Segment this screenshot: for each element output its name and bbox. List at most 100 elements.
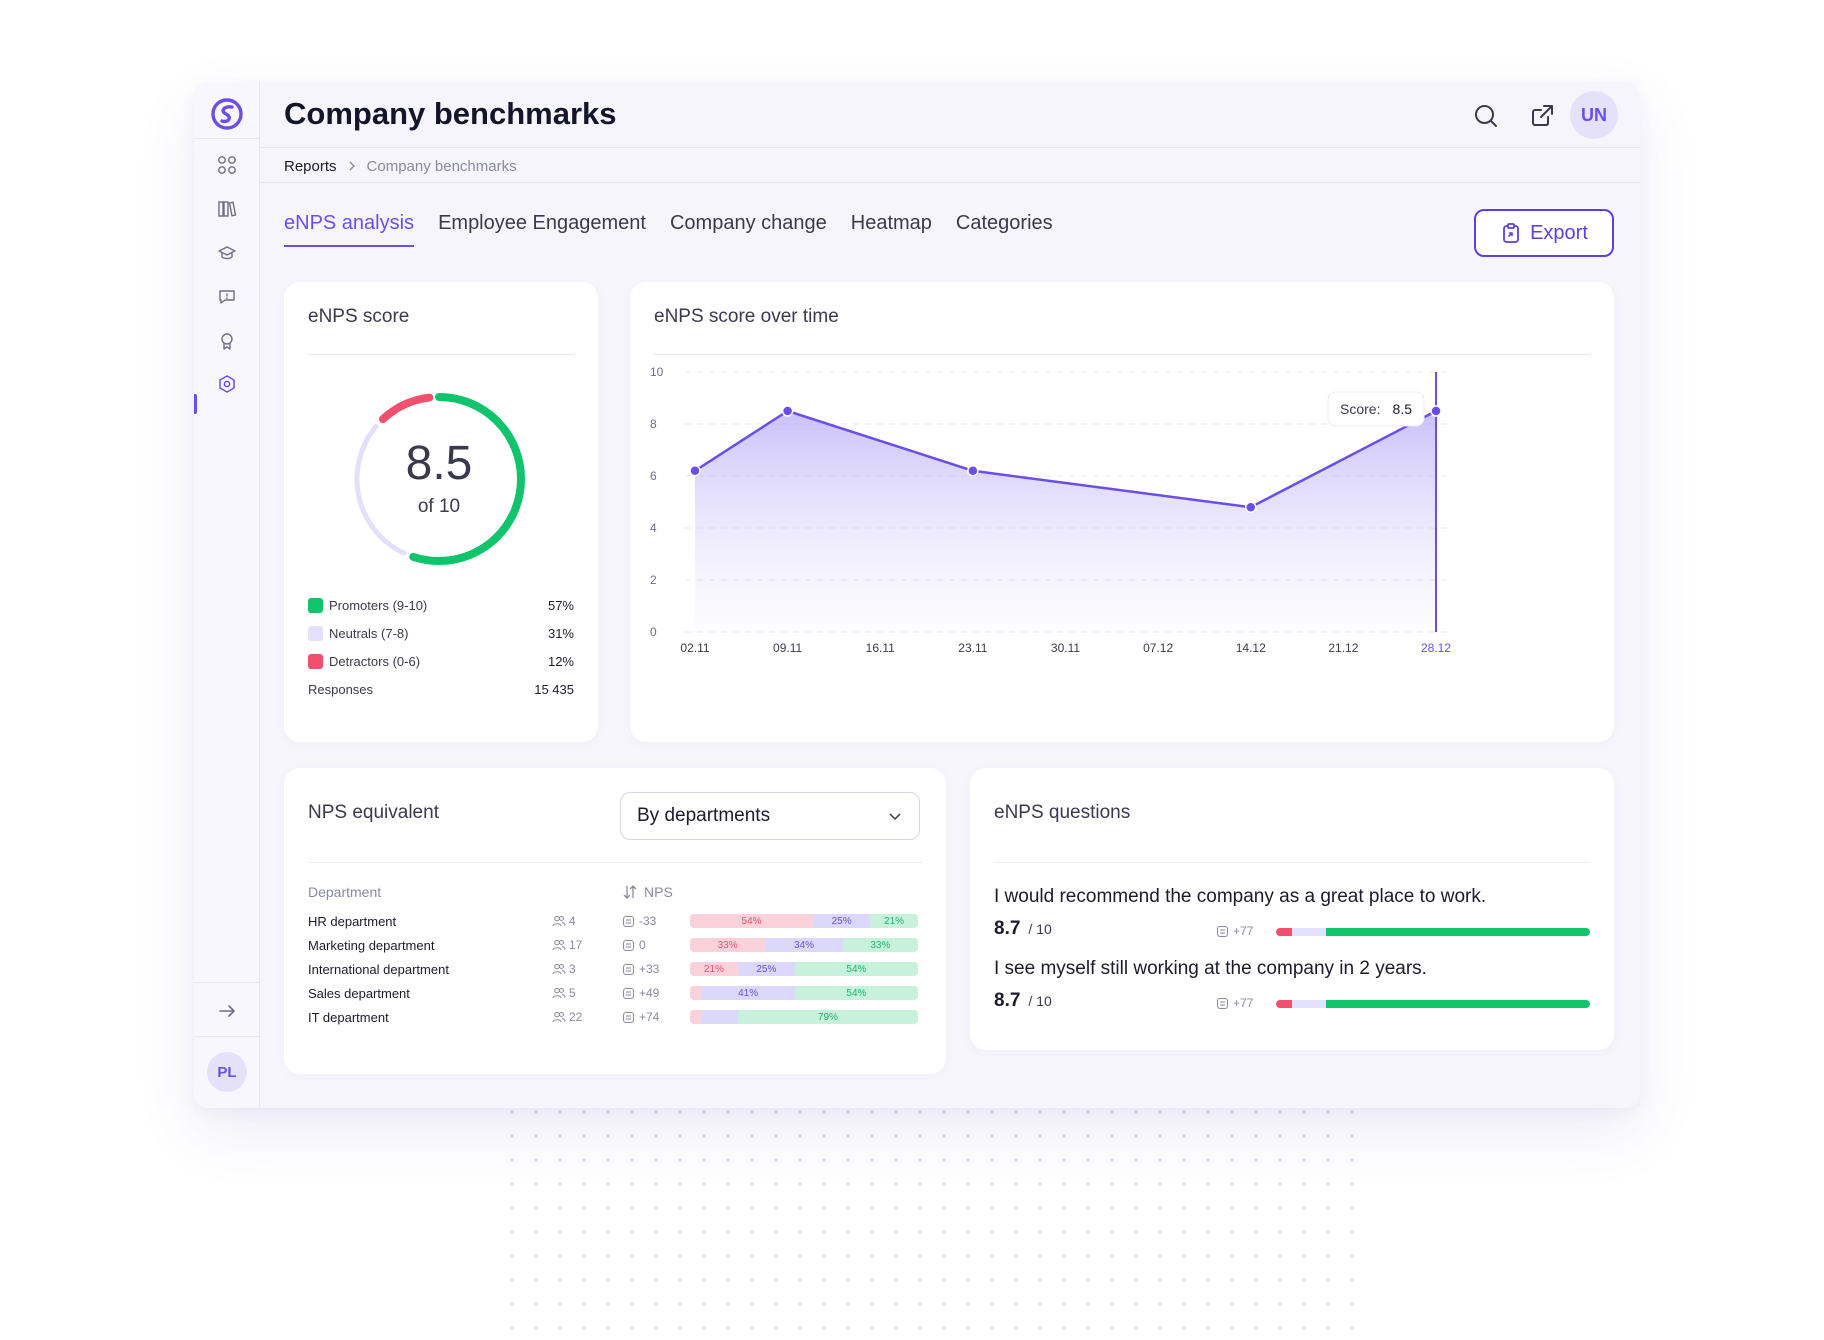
legend-neutrals: Neutrals (7-8) 31% xyxy=(308,624,574,642)
nps-value: +49 xyxy=(639,986,660,1000)
department-headcount: 3 xyxy=(552,962,576,976)
tab-employee-engagement[interactable]: Employee Engagement xyxy=(438,212,646,234)
tab-categories[interactable]: Categories xyxy=(955,212,1053,234)
sidebar-item-dashboard[interactable] xyxy=(216,154,238,176)
share-external-icon[interactable] xyxy=(1528,102,1556,130)
nps-value: +74 xyxy=(639,1010,660,1024)
breadcrumb-root-link[interactable]: Reports xyxy=(284,157,337,175)
settings-hexagon-icon xyxy=(219,375,235,393)
export-button-label: Export xyxy=(1530,221,1588,244)
people-icon xyxy=(552,963,566,975)
enps-score-title: eNPS score xyxy=(308,306,410,327)
promoters-segment: 79% xyxy=(737,1010,918,1024)
app-logo-icon[interactable] xyxy=(210,97,244,131)
user-avatar[interactable]: UN xyxy=(1570,91,1618,139)
sidebar-item-feedback[interactable] xyxy=(216,286,238,308)
nps-equivalent-title: NPS equivalent xyxy=(308,802,439,823)
sidebar-user-avatar[interactable]: PL xyxy=(207,1052,247,1092)
score-tooltip: Score: 8.5 xyxy=(1327,391,1425,427)
chart-title: eNPS score over time xyxy=(654,306,839,327)
sidebar-divider xyxy=(194,1036,260,1037)
question-distribution-bar xyxy=(1276,1000,1590,1008)
question-responses: +77 xyxy=(1216,924,1253,938)
question-score-value: 8.7 xyxy=(994,990,1021,1011)
question-text: I would recommend the company as a great… xyxy=(994,886,1487,907)
headcount-value: 17 xyxy=(569,938,583,952)
enps-donut: 8.5 of 10 xyxy=(334,374,544,584)
table-row[interactable]: International department 3 +33 21% 25% 54% xyxy=(308,960,922,980)
department-nps: 0 xyxy=(622,938,646,952)
sidebar-item-settings[interactable] xyxy=(216,373,238,395)
chevron-down-icon xyxy=(889,813,901,821)
neutrals-segment: 34% xyxy=(765,938,843,952)
export-button[interactable]: Export xyxy=(1474,209,1614,257)
detractors-segment: 21% xyxy=(690,962,738,976)
data-point[interactable] xyxy=(1430,405,1442,417)
score-icon xyxy=(1217,997,1228,1009)
question-responses: +77 xyxy=(1216,996,1253,1010)
legend-pct: 12% xyxy=(547,653,574,669)
page-title: Company benchmarks xyxy=(284,96,617,131)
data-point[interactable] xyxy=(967,465,979,477)
tooltip-box xyxy=(1327,391,1425,427)
tab-heatmap[interactable]: Heatmap xyxy=(850,212,932,234)
sidebar-item-library[interactable] xyxy=(216,198,238,220)
department-name: IT department xyxy=(308,1010,389,1025)
area-fill xyxy=(695,411,1436,632)
table-row[interactable]: HR department 4 -33 54% 25% 21% xyxy=(308,912,922,932)
headcount-value: 5 xyxy=(569,986,576,1000)
promoters-segment xyxy=(1326,928,1590,936)
award-icon xyxy=(221,333,233,350)
promoters-segment: 54% xyxy=(794,986,918,1000)
y-tick-label: 2 xyxy=(650,573,657,587)
legend-label: Detractors (0-6) xyxy=(329,653,421,669)
tab-company-change[interactable]: Company change xyxy=(669,212,827,234)
score-icon xyxy=(623,1011,634,1023)
people-icon xyxy=(552,987,566,999)
enps-score-card: eNPS score 8.5 of 10 Promoters (9-10) 57… xyxy=(284,282,598,742)
table-row[interactable]: Marketing department 17 0 33% 34% 33% xyxy=(308,936,922,956)
x-tick-label: 14.12 xyxy=(1236,641,1266,655)
department-name: HR department xyxy=(308,914,397,929)
card-divider xyxy=(654,354,1590,355)
col-nps-header[interactable]: NPS xyxy=(622,884,673,900)
table-row[interactable]: IT department 22 +74 79% xyxy=(308,1008,922,1028)
detractors-segment xyxy=(1276,1000,1292,1008)
nps-value: +33 xyxy=(639,962,660,976)
clipboard-export-icon xyxy=(1503,223,1519,243)
card-divider xyxy=(308,354,574,355)
sort-icon xyxy=(623,885,637,899)
group-by-dropdown[interactable]: By departments xyxy=(620,792,920,840)
detractors-swatch xyxy=(308,653,323,669)
score-icon xyxy=(623,987,634,999)
donut-segment-promoters xyxy=(353,393,525,565)
data-point[interactable] xyxy=(689,465,701,477)
neutrals-swatch xyxy=(308,625,323,641)
y-tick-label: 0 xyxy=(650,625,657,639)
sidebar-item-awards[interactable] xyxy=(216,330,238,352)
neutrals-segment: 25% xyxy=(813,914,871,928)
dashboard-icon xyxy=(218,156,236,174)
people-icon xyxy=(552,915,566,927)
department-headcount: 4 xyxy=(552,914,576,928)
x-tick-label: 16.11 xyxy=(866,641,895,655)
breadcrumb-divider xyxy=(260,182,1640,183)
data-point[interactable] xyxy=(1245,501,1257,513)
promoters-segment: 33% xyxy=(842,938,918,952)
sidebar-item-learning[interactable] xyxy=(216,242,238,264)
data-point[interactable] xyxy=(781,405,794,417)
arrow-right-icon[interactable] xyxy=(216,1000,238,1022)
search-icon[interactable] xyxy=(1472,102,1500,130)
neutrals-segment: 25% xyxy=(737,962,795,976)
breadcrumb-current: Company benchmarks xyxy=(366,157,517,175)
table-row[interactable]: Sales department 5 +49 41% 54% xyxy=(308,984,922,1004)
chevron-right-icon xyxy=(349,161,355,171)
tab-enps-analysis[interactable]: eNPS analysis xyxy=(284,212,415,247)
legend-label: Promoters (9-10) xyxy=(329,597,428,613)
enps-donut-chart xyxy=(353,393,525,565)
library-icon xyxy=(218,201,237,217)
legend-label: Neutrals (7-8) xyxy=(329,625,409,641)
responses-label: Responses xyxy=(308,681,374,697)
department-nps: +74 xyxy=(622,1010,659,1024)
legend-pct: 31% xyxy=(547,625,574,641)
